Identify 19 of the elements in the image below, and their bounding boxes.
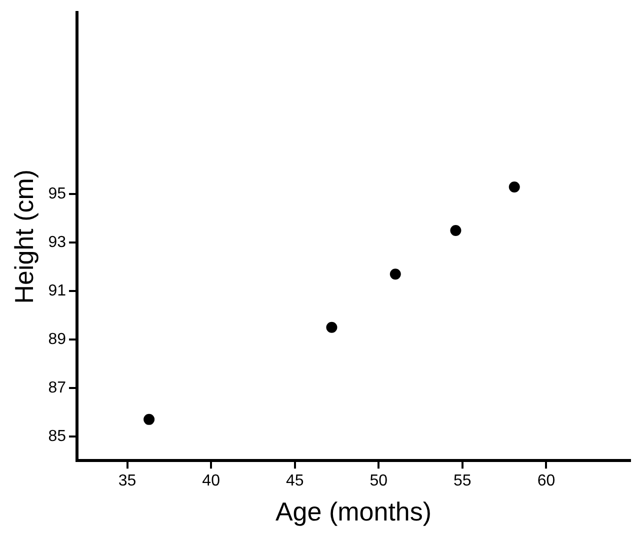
y-tick-label: 89: [48, 330, 66, 348]
x-tick-label: 35: [118, 472, 136, 490]
point: [144, 414, 155, 425]
x-tick-label: 55: [454, 472, 472, 490]
point: [508, 181, 520, 192]
y-axis-title: Height (cm): [8, 169, 39, 304]
x-tick-label: 40: [202, 472, 220, 490]
point: [390, 268, 401, 280]
y-tick-label: 93: [48, 234, 66, 252]
y-tick-label: 95: [48, 186, 66, 203]
y-tick-label: 91: [48, 282, 66, 300]
x-tick-label: 60: [537, 472, 556, 490]
point: [326, 322, 338, 333]
y-tick-label: 85: [48, 428, 66, 445]
y-tick-label: 87: [48, 379, 66, 396]
x-tick-label: 50: [370, 472, 388, 490]
x-tick-label: 45: [286, 472, 304, 490]
point: [450, 225, 462, 236]
x-axis-title: Age (months): [275, 496, 432, 527]
